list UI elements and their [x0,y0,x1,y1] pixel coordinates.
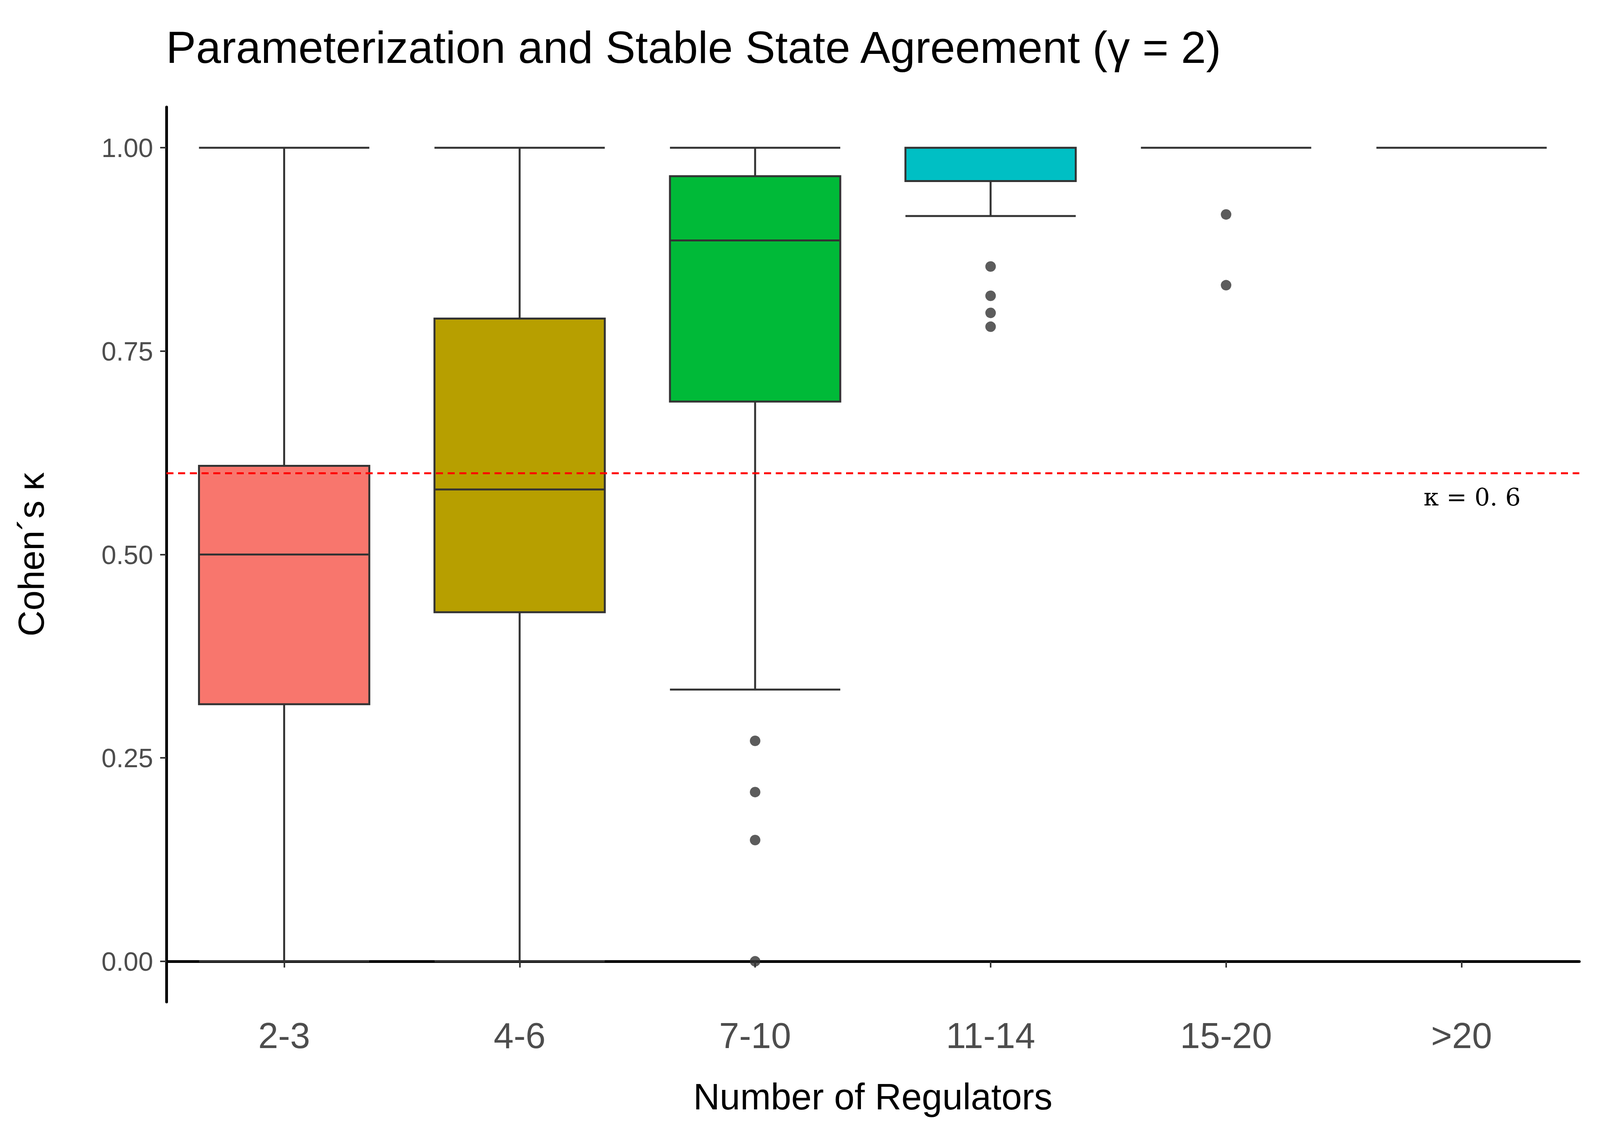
svg-text:0.25: 0.25 [101,742,154,773]
svg-text:Parameterization and Stable St: Parameterization and Stable State Agreem… [166,22,1222,73]
svg-text:15-20: 15-20 [1180,1015,1272,1056]
svg-text:4-6: 4-6 [493,1015,546,1056]
svg-text:0.50: 0.50 [101,539,154,570]
svg-text:Number of Regulators: Number of Regulators [693,1076,1053,1118]
svg-text:11-14: 11-14 [946,1015,1036,1056]
svg-text:>20: >20 [1431,1015,1493,1056]
svg-text:Cohen´s κ: Cohen´s κ [11,472,52,637]
svg-text:κ = 0. 6: κ = 0. 6 [1423,482,1521,512]
svg-text:0.75: 0.75 [101,336,154,367]
svg-text:1.00: 1.00 [101,132,154,163]
svg-text:7-10: 7-10 [719,1015,792,1056]
svg-text:0.00: 0.00 [101,946,154,977]
svg-text:2-3: 2-3 [258,1015,311,1056]
